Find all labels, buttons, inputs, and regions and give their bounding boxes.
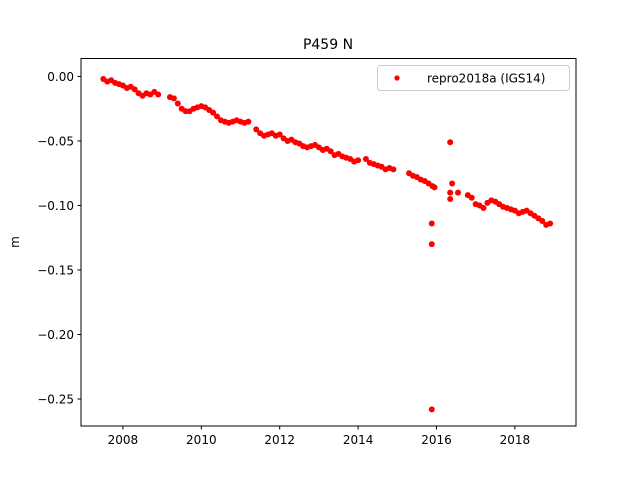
data-point bbox=[428, 241, 435, 248]
data-point bbox=[431, 184, 438, 191]
x-tick-label: 2010 bbox=[186, 433, 217, 447]
data-point bbox=[362, 156, 369, 163]
data-point bbox=[539, 217, 546, 224]
data-point bbox=[455, 189, 462, 196]
data-point bbox=[480, 205, 487, 212]
data-point bbox=[447, 189, 454, 196]
x-tick-label: 2008 bbox=[108, 433, 139, 447]
x-tick-label: 2016 bbox=[421, 433, 452, 447]
data-point bbox=[547, 220, 554, 227]
data-point bbox=[245, 118, 252, 125]
chart-title: P459 N bbox=[303, 37, 353, 53]
data-point bbox=[468, 194, 475, 201]
y-tick-label: 0.00 bbox=[47, 70, 74, 84]
legend-label: repro2018a (IGS14) bbox=[427, 72, 545, 86]
data-point bbox=[131, 86, 138, 93]
data-point bbox=[210, 109, 217, 116]
data-point bbox=[355, 157, 362, 164]
y-tick-label: −0.05 bbox=[37, 134, 74, 148]
y-tick-label: −0.25 bbox=[37, 393, 74, 407]
axes-frame bbox=[80, 58, 577, 427]
data-point bbox=[428, 406, 435, 413]
y-axis-label: m bbox=[8, 236, 22, 248]
x-tick-label: 2012 bbox=[264, 433, 295, 447]
data-point bbox=[174, 100, 181, 107]
data-point bbox=[447, 196, 454, 203]
x-tick-label: 2018 bbox=[500, 433, 531, 447]
x-tick-label: 2014 bbox=[343, 433, 374, 447]
data-point bbox=[390, 166, 397, 173]
legend: repro2018a (IGS14) bbox=[377, 65, 570, 91]
data-point bbox=[447, 139, 454, 146]
data-point bbox=[327, 148, 334, 155]
data-point bbox=[449, 180, 456, 187]
y-tick-label: −0.20 bbox=[37, 328, 74, 342]
legend-marker bbox=[394, 75, 400, 81]
data-point bbox=[428, 220, 435, 227]
legend-box bbox=[377, 65, 570, 91]
y-tick-label: −0.10 bbox=[37, 199, 74, 213]
y-tick-label: −0.15 bbox=[37, 263, 74, 277]
data-point bbox=[170, 95, 177, 102]
data-point bbox=[155, 91, 162, 98]
data-point bbox=[253, 126, 260, 133]
data-point bbox=[276, 131, 283, 138]
data-point bbox=[213, 113, 220, 120]
